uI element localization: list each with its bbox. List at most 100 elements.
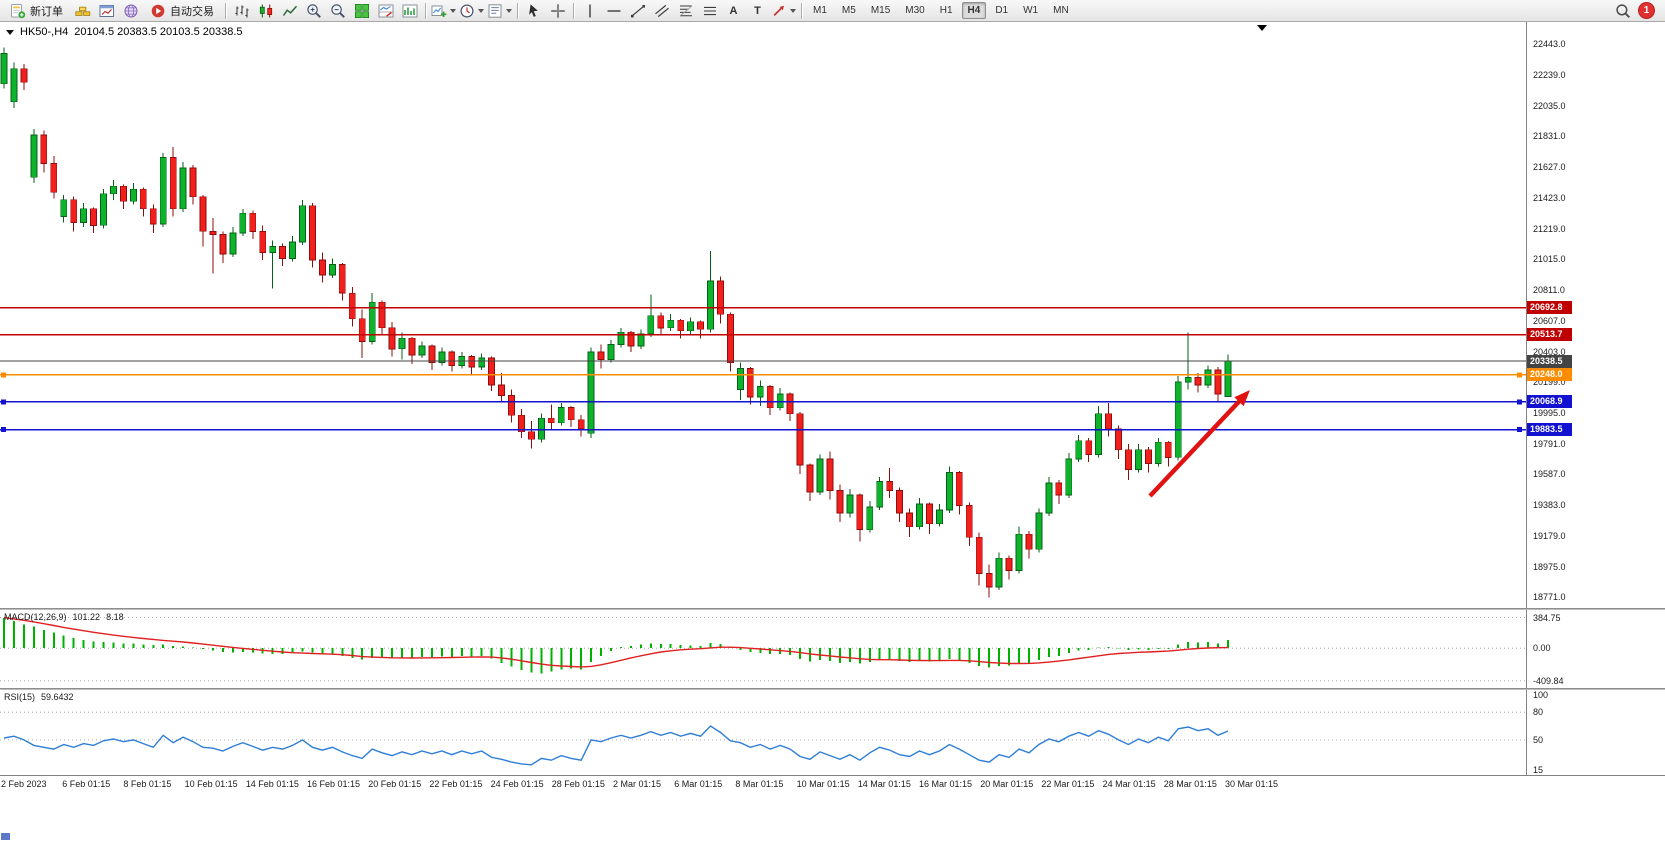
macd-signal-value: 8.18: [106, 612, 124, 622]
notification-badge[interactable]: 1: [1639, 3, 1654, 18]
macd-panel[interactable]: MACD(12,26,9) 101.22 8.18: [0, 610, 1526, 688]
dropdown-caret-icon: [478, 8, 484, 13]
macd-axis[interactable]: 384.75 0.00 -409.84: [1526, 610, 1665, 688]
bar-chart-icon: [234, 3, 250, 19]
channel-tool-button[interactable]: [650, 1, 673, 21]
price-tick: 20199.0: [1533, 377, 1566, 388]
zoom-out-button[interactable]: [326, 1, 349, 21]
time-tick: 24 Feb 01:15: [490, 779, 544, 789]
cycle-lines-tool-button[interactable]: [698, 1, 721, 21]
scroll-position-marker[interactable]: [1257, 25, 1267, 31]
time-tick: 24 Mar 01:15: [1102, 779, 1156, 789]
rsi-tick: 50: [1533, 734, 1544, 745]
dropdown-caret-icon: [450, 8, 456, 13]
bid-price-line-price-tag: 20338.5: [1527, 354, 1572, 368]
panel-splitter-2[interactable]: [0, 688, 1665, 690]
rsi-name: RSI(15): [4, 692, 36, 702]
hlines-layer[interactable]: [0, 307, 1526, 433]
price-tick: 22443.0: [1533, 39, 1566, 50]
new-order-button[interactable]: 新订单: [3, 1, 70, 21]
fibonacci-tool-button[interactable]: [674, 1, 697, 21]
add-indicator-button[interactable]: [430, 1, 457, 21]
add-indicator-icon: [431, 3, 447, 19]
timeframe-button-h4[interactable]: H4: [961, 2, 987, 19]
search-button[interactable]: [1611, 1, 1634, 21]
price-tick: 21015.0: [1533, 254, 1566, 265]
timeframe-button-h1[interactable]: H1: [939, 5, 953, 16]
panel-splitter[interactable]: [0, 608, 1665, 610]
price-axis[interactable]: 22443.0 22239.0 22035.0 21831.0 21627.0 21423…: [1526, 22, 1665, 608]
indicator-window-icon: [378, 3, 394, 19]
auto-trading-button[interactable]: 自动交易: [143, 1, 221, 21]
horizontal-line-tool-button[interactable]: [602, 1, 625, 21]
time-tick: 20 Mar 01:15: [980, 779, 1034, 789]
line-chart-button[interactable]: [278, 1, 301, 21]
rsi-tick: 100: [1533, 690, 1549, 700]
zoom-in-button[interactable]: [302, 1, 325, 21]
time-tick: 16 Feb 01:15: [307, 779, 361, 789]
time-axis[interactable]: 2 Feb 2023 6 Feb 01:15 8 Feb 01:15 10 Feb 0…: [0, 775, 1665, 792]
timeframe-button-mn[interactable]: MN: [1053, 5, 1069, 16]
crosshair-tool-button[interactable]: [546, 1, 569, 21]
rsi-label: RSI(15) 59.6432: [4, 692, 74, 702]
period-dropdown-button[interactable]: [458, 1, 485, 21]
candlestick-chart-canvas[interactable]: [0, 22, 1526, 608]
dropdown-caret-icon: [506, 8, 512, 13]
timeframe-button-m15[interactable]: M15: [870, 5, 891, 16]
template-dropdown-button[interactable]: [486, 1, 513, 21]
time-tick: 8 Feb 01:15: [123, 779, 172, 789]
toolbar-separator: [425, 2, 426, 19]
resistance-line-1-price-tag: 20692.8: [1527, 301, 1572, 315]
tile-windows-icon: [354, 3, 370, 19]
price-tick: 22239.0: [1533, 69, 1566, 80]
tile-windows-button[interactable]: [350, 1, 373, 21]
trendline-tool-button[interactable]: [626, 1, 649, 21]
price-tick: 20811.0: [1533, 285, 1565, 295]
candles-layer[interactable]: [0, 47, 1232, 598]
timeframe-button-m1[interactable]: M1: [813, 5, 827, 16]
bar-chart-button[interactable]: [230, 1, 253, 21]
arrows-tool-icon: [771, 3, 787, 19]
line-chart-icon: [282, 3, 298, 19]
rsi-levels: [0, 711, 1526, 741]
macd-tick: -409.84: [1533, 675, 1564, 686]
label-tool-button[interactable]: T: [746, 1, 769, 21]
indicator-window-button[interactable]: [374, 1, 397, 21]
main-chart[interactable]: HK50-,H4 20104.5 20383.5 20103.5 20338.5: [0, 22, 1526, 608]
macd-main-value: 101.22: [72, 612, 101, 622]
text-tool-button[interactable]: A: [722, 1, 745, 21]
globe-button[interactable]: [119, 1, 142, 21]
macd-label: MACD(12,26,9) 101.22 8.18: [4, 612, 124, 622]
timeframe-button-w1[interactable]: W1: [1023, 5, 1039, 16]
time-tick: 20 Feb 01:15: [368, 779, 422, 789]
macd-tick: 0.00: [1533, 643, 1551, 654]
rsi-panel[interactable]: RSI(15) 59.6432: [0, 690, 1526, 775]
price-tick: 19383.0: [1533, 500, 1566, 511]
cursor-tool-button[interactable]: [522, 1, 545, 21]
chart-dropdown-icon[interactable]: [6, 29, 14, 35]
candlestick-chart-button[interactable]: [254, 1, 277, 21]
data-window-button[interactable]: [398, 1, 421, 21]
time-tick: 14 Mar 01:15: [857, 779, 911, 789]
vertical-line-tool-button[interactable]: [578, 1, 601, 21]
rsi-axis[interactable]: 100 80 50 15: [1526, 690, 1665, 775]
template-dropdown-icon: [487, 3, 503, 19]
gold-bars-button[interactable]: [71, 1, 94, 21]
chart-symbol-period: HK50-,H4: [20, 26, 69, 38]
macd-histogram: [3, 618, 1229, 674]
auto-trading-icon: [150, 3, 166, 19]
time-tick: 14 Feb 01:15: [245, 779, 299, 789]
macd-signal-line: [3, 616, 1229, 668]
text-tool-button-glyph: A: [729, 4, 738, 17]
timeframe-button-d1[interactable]: D1: [995, 5, 1009, 16]
timeframe-button-m30[interactable]: M30: [905, 5, 925, 16]
trend-arrow-annotation[interactable]: [1148, 390, 1250, 498]
auto-trading-button-label: 自动交易: [170, 5, 214, 18]
chart-window-button[interactable]: [95, 1, 118, 21]
time-tick: 6 Feb 01:15: [62, 779, 111, 789]
scrollbar-thumb[interactable]: [1, 833, 10, 840]
price-tick: 22035.0: [1533, 100, 1566, 111]
toolbar-separator: [225, 2, 226, 19]
timeframe-button-m5[interactable]: M5: [841, 5, 856, 16]
arrows-tool-button[interactable]: [770, 1, 797, 21]
